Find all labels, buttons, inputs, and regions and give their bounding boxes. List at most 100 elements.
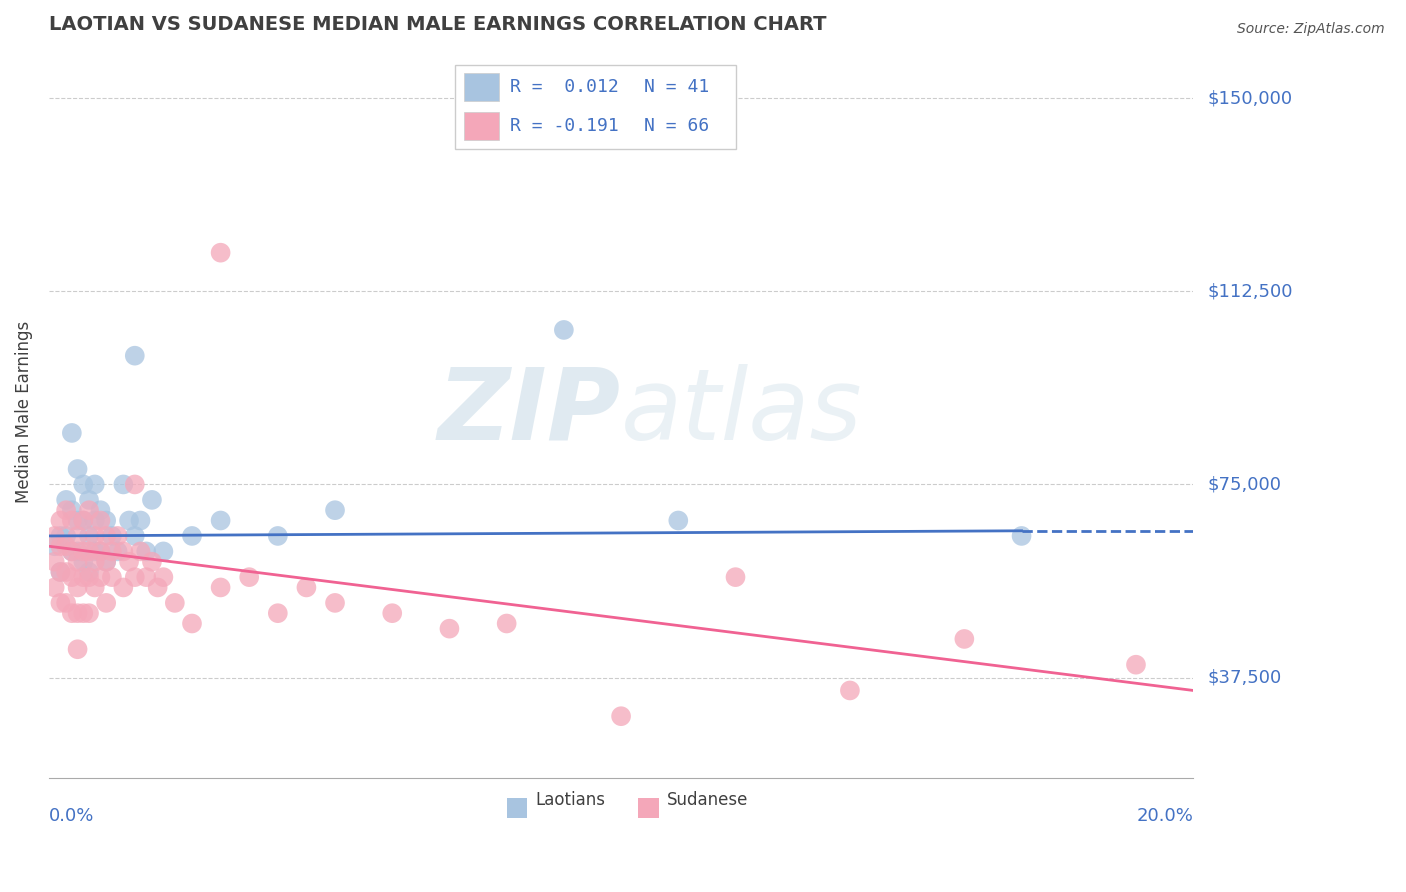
Point	[107, 529, 129, 543]
Point	[152, 544, 174, 558]
Point	[77, 565, 100, 579]
Point	[66, 514, 89, 528]
Point	[209, 581, 232, 595]
Point	[44, 529, 66, 543]
Point	[66, 555, 89, 569]
Point	[55, 503, 77, 517]
Point	[112, 477, 135, 491]
Text: N = 41: N = 41	[644, 78, 709, 96]
Point	[60, 570, 83, 584]
Point	[1125, 657, 1147, 672]
Point	[553, 323, 575, 337]
Point	[44, 539, 66, 553]
Point	[77, 544, 100, 558]
Point	[181, 616, 204, 631]
Point	[60, 606, 83, 620]
Point	[72, 514, 94, 528]
Text: Sudanese: Sudanese	[666, 791, 748, 809]
Point	[77, 570, 100, 584]
Point	[72, 544, 94, 558]
Point	[89, 503, 111, 517]
Point	[60, 544, 83, 558]
Point	[83, 514, 105, 528]
Point	[66, 529, 89, 543]
Point	[146, 581, 169, 595]
Point	[610, 709, 633, 723]
Point	[72, 477, 94, 491]
Point	[323, 596, 346, 610]
Point	[89, 570, 111, 584]
Point	[66, 581, 89, 595]
Point	[129, 514, 152, 528]
Point	[152, 570, 174, 584]
Text: ZIP: ZIP	[439, 364, 621, 461]
FancyBboxPatch shape	[456, 65, 735, 149]
Point	[66, 642, 89, 657]
FancyBboxPatch shape	[464, 112, 499, 139]
Text: 20.0%: 20.0%	[1136, 807, 1194, 825]
Point	[267, 606, 290, 620]
Point	[83, 529, 105, 543]
Point	[112, 544, 135, 558]
Point	[83, 477, 105, 491]
Point	[44, 555, 66, 569]
Point	[66, 544, 89, 558]
Point	[83, 581, 105, 595]
Point	[44, 581, 66, 595]
Point	[60, 544, 83, 558]
Point	[838, 683, 860, 698]
Point	[72, 514, 94, 528]
Point	[55, 539, 77, 553]
Point	[83, 555, 105, 569]
Point	[96, 555, 118, 569]
Point	[55, 596, 77, 610]
Point	[209, 514, 232, 528]
Point	[724, 570, 747, 584]
Point	[49, 529, 72, 543]
Point	[55, 529, 77, 543]
Point	[124, 529, 146, 543]
Point	[60, 514, 83, 528]
Point	[209, 245, 232, 260]
Point	[96, 596, 118, 610]
Point	[323, 503, 346, 517]
Point	[66, 462, 89, 476]
Text: $150,000: $150,000	[1208, 89, 1292, 107]
Point	[101, 570, 124, 584]
Point	[295, 581, 318, 595]
Point	[141, 555, 163, 569]
Point	[101, 529, 124, 543]
Point	[135, 570, 157, 584]
Point	[49, 539, 72, 553]
Text: Source: ZipAtlas.com: Source: ZipAtlas.com	[1237, 22, 1385, 37]
Y-axis label: Median Male Earnings: Median Male Earnings	[15, 321, 32, 503]
Point	[107, 544, 129, 558]
Point	[49, 565, 72, 579]
Point	[118, 555, 141, 569]
Point	[96, 555, 118, 569]
Point	[135, 544, 157, 558]
Point	[181, 529, 204, 543]
FancyBboxPatch shape	[464, 73, 499, 101]
Point	[49, 514, 72, 528]
Point	[141, 492, 163, 507]
Point	[101, 544, 124, 558]
Point	[96, 529, 118, 543]
Point	[267, 529, 290, 543]
Point	[124, 349, 146, 363]
Point	[89, 544, 111, 558]
Text: R =  0.012: R = 0.012	[510, 78, 619, 96]
Point	[49, 565, 72, 579]
Point	[118, 514, 141, 528]
Point	[55, 492, 77, 507]
Point	[89, 514, 111, 528]
Point	[666, 514, 689, 528]
Point	[72, 606, 94, 620]
Point	[72, 570, 94, 584]
Point	[1011, 529, 1033, 543]
Point	[381, 606, 404, 620]
Point	[96, 514, 118, 528]
Point	[953, 632, 976, 646]
Point	[77, 492, 100, 507]
Point	[89, 544, 111, 558]
